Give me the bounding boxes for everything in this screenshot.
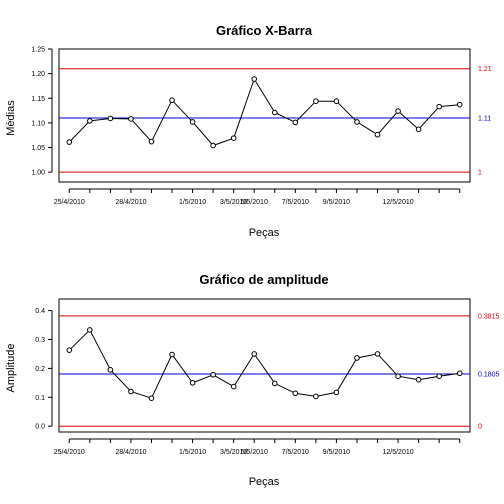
xbar-y-tick-label: 1.00	[31, 170, 45, 177]
xbar-data-point	[87, 118, 93, 124]
range-data-point	[87, 327, 93, 333]
xbar-x-tick-label: 9/5/2010	[323, 199, 350, 206]
xbar-reference-lines: 1.21 1.11 1	[59, 66, 492, 177]
range-x-tick-label: 1/5/2010	[179, 449, 206, 456]
range-data-point	[313, 393, 319, 400]
xbar-data-point	[395, 108, 401, 114]
xbar-x-tick-label: 3/5/2010	[220, 199, 247, 206]
range-data-point	[128, 388, 134, 395]
range-reference-label: 0.1805	[478, 372, 500, 379]
range-reference-label: 0.3815	[478, 313, 500, 320]
xbar-x-axis: 25/4/2010 28/4/2010 1/5/2010 3/5/20105/5/20…	[54, 188, 461, 206]
xbar-data-point	[354, 119, 360, 125]
range-data-point	[436, 373, 442, 379]
range-x-tick-label: 5/5/2010	[241, 449, 268, 456]
xbar-chart: Gráfico X-Barra Peças Médias 1.00 1.05 1.1…	[5, 23, 492, 239]
xbar-data-point	[251, 76, 258, 82]
xbar-y-tick-label: 1.20	[31, 71, 45, 78]
range-data-point	[251, 351, 258, 357]
xbar-plot-frame	[58, 48, 471, 183]
range-x-tick-label: 3/5/2010	[220, 449, 247, 456]
xbar-data-point	[456, 101, 463, 108]
range-data-point	[415, 376, 422, 383]
xbar-reference-label: 1.21	[478, 66, 492, 73]
xbar-series-line	[68, 77, 460, 147]
xbar-data-point	[210, 142, 216, 149]
range-y-tick-label: 0.0	[35, 424, 45, 431]
range-data-point	[456, 370, 463, 377]
xbar-data-point	[189, 119, 196, 125]
range-data-point	[148, 395, 155, 401]
range-data-point	[333, 389, 340, 396]
xbar-data-point	[169, 97, 175, 104]
range-chart-title: Gráfico de amplitude	[199, 272, 328, 287]
range-reference-lines: 0.3815 0.1805 0	[59, 313, 500, 431]
range-data-point	[354, 355, 360, 361]
range-data-point	[271, 380, 278, 387]
range-data-point	[395, 373, 401, 379]
range-x-tick-label: 7/5/2010	[282, 449, 309, 456]
xbar-y-tick-label: 1.25	[31, 47, 45, 54]
range-series-line	[68, 329, 460, 399]
range-data-point	[169, 351, 175, 358]
xbar-data-point	[313, 98, 319, 105]
range-y-tick-label: 0.4	[35, 308, 45, 315]
range-y-tick-label: 0.3	[35, 337, 45, 344]
range-x-tick-label: 28/4/2010	[115, 449, 146, 456]
xbar-chart-ylabel: Médias	[5, 100, 17, 136]
xbar-y-tick-label: 1.05	[31, 145, 45, 152]
xbar-data-point	[148, 138, 155, 145]
xbar-y-axis: 1.00 1.05 1.10 1.15 1.20 1.25	[31, 47, 53, 177]
range-data-point	[210, 371, 216, 378]
xbar-data-point	[374, 131, 381, 138]
range-data-point	[374, 351, 381, 357]
range-data-point	[107, 367, 114, 373]
xbar-data-point	[292, 119, 299, 126]
range-data-point	[292, 390, 299, 397]
range-reference-label: 0	[478, 424, 482, 431]
range-chart-ylabel: Amplitude	[5, 344, 17, 393]
xbar-x-tick-label: 5/5/2010	[241, 199, 268, 206]
range-x-tick-label: 25/4/2010	[54, 449, 85, 456]
xbar-x-tick-label: 7/5/2010	[282, 199, 309, 206]
range-data-point	[230, 383, 237, 390]
xbar-x-tick-label: 1/5/2010	[179, 199, 206, 206]
range-series	[66, 327, 463, 401]
xbar-x-tick-label: 28/4/2010	[115, 199, 146, 206]
xbar-x-tick-label: 25/4/2010	[54, 199, 85, 206]
xbar-data-point	[66, 139, 73, 145]
xbar-chart-title: Gráfico X-Barra	[216, 23, 313, 38]
xbar-data-point	[271, 109, 278, 116]
xbar-data-point	[128, 116, 134, 122]
range-plot-frame	[58, 298, 471, 433]
xbar-reference-label: 1	[478, 170, 482, 177]
range-chart: Gráfico de amplitude Peças Amplitude 0.0…	[5, 272, 500, 488]
range-data-point	[66, 347, 73, 353]
range-y-axis: 0.0 0.1 0.2 0.3 0.4	[35, 308, 53, 431]
range-y-tick-label: 0.2	[35, 366, 45, 373]
xbar-x-tick-label: 12/5/2010	[382, 199, 413, 206]
xbar-data-point	[333, 98, 340, 105]
range-data-point	[189, 380, 196, 386]
range-chart-xlabel: Peças	[249, 476, 280, 488]
xbar-y-tick-label: 1.15	[31, 96, 45, 103]
xbar-reference-label: 1.11	[478, 115, 491, 122]
range-x-tick-label: 12/5/2010	[382, 449, 413, 456]
xbar-data-point	[230, 135, 237, 141]
range-x-tick-label: 9/5/2010	[323, 449, 350, 456]
xbar-chart-xlabel: Peças	[249, 227, 280, 239]
xbar-data-point	[436, 103, 442, 110]
xbar-series	[66, 76, 463, 149]
range-y-tick-label: 0.1	[35, 395, 45, 402]
xbar-data-point	[415, 126, 422, 133]
range-x-axis: 25/4/2010 28/4/2010 1/5/2010 3/5/20105/5/20…	[54, 438, 461, 456]
xbar-data-point	[107, 115, 114, 122]
xbar-y-tick-label: 1.10	[31, 120, 45, 127]
